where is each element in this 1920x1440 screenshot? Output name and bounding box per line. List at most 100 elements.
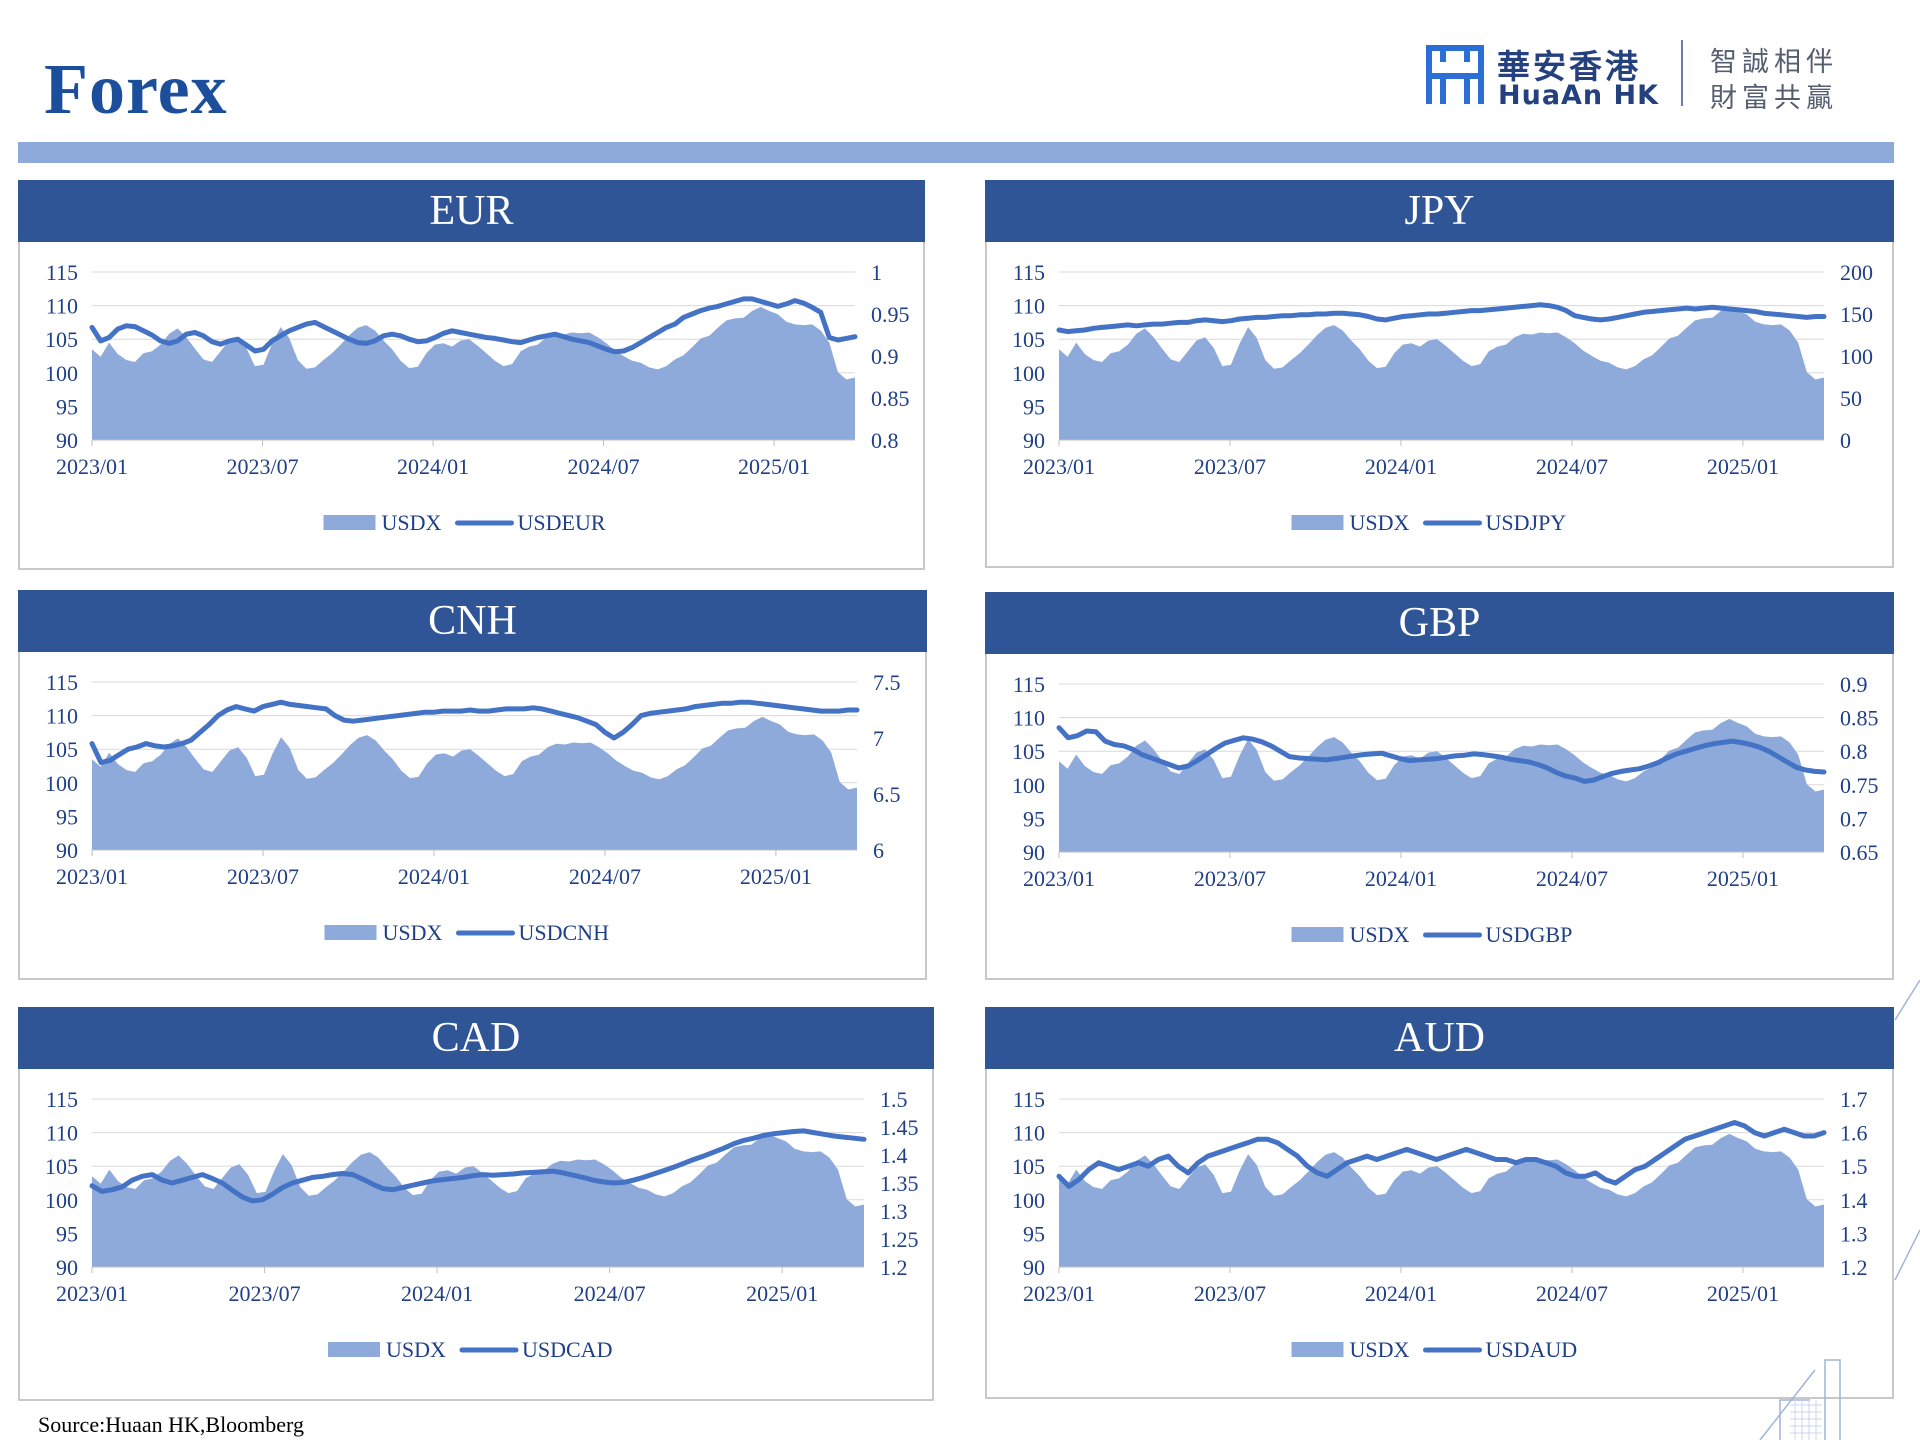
chart-panel-eur: EUR 115 110 105 100 95 90 1 0.95 0.9 0.85 0.8 2023/… [18, 180, 925, 570]
y-left-tick-label: 105 [45, 737, 78, 762]
chart-eur: 115 110 105 100 95 90 1 0.95 0.9 0.85 0.8 2023/01 20… [45, 260, 910, 535]
y-left-tick-label: 110 [46, 1121, 78, 1146]
huaan-logo-icon [1426, 45, 1484, 104]
y-right-tick-label: 1.2 [1840, 1255, 1868, 1280]
y-right-tick-label: 1.2 [880, 1255, 908, 1280]
y-right-tick-label: 0.8 [1840, 739, 1868, 764]
y-left-tick-label: 105 [1012, 327, 1045, 352]
series-line-usdcad [89, 1128, 867, 1204]
page-title: Forex [44, 49, 228, 129]
chart-panel-gbp: GBP 115 110 105 100 95 90 0.9 0.85 0.8 0.75 0.7 0.6… [985, 592, 1894, 980]
y-left-tick-label: 110 [1013, 1121, 1045, 1146]
legend-swatch-area [1291, 927, 1344, 942]
y-left-tick-label: 95 [56, 804, 78, 829]
series-area-usdx [92, 306, 855, 440]
y-right-tick-label: 1.5 [880, 1087, 908, 1112]
y-left-tick-label: 90 [1023, 428, 1045, 453]
y-left-tick-label: 115 [46, 1087, 78, 1112]
x-tick-label: 2025/01 [738, 454, 810, 479]
y-left-tick-label: 100 [45, 771, 78, 796]
x-tick-label: 2023/07 [228, 1281, 300, 1306]
legend-swatch-area [324, 925, 377, 940]
brand-slogan-line1: 智誠相伴 [1710, 47, 1838, 78]
legend-label-line: USDGBP [1486, 922, 1573, 947]
x-tick-label: 2024/07 [1536, 866, 1608, 891]
y-left-tick-label: 110 [1013, 706, 1045, 731]
legend-label-area: USDX [386, 1337, 446, 1362]
series-area-usdx [1059, 306, 1824, 440]
series-line-usdaud [1056, 1120, 1827, 1189]
chart-header-cad: CAD [18, 1007, 934, 1069]
y-right-tick-label: 1.5 [1840, 1154, 1868, 1179]
x-tick-label: 2024/07 [1536, 1281, 1608, 1306]
series-line-usdcnh [89, 699, 860, 766]
y-left-tick-label: 90 [56, 1255, 78, 1280]
y-right-tick-label: 0.8 [871, 428, 899, 453]
y-left-tick-label: 115 [46, 670, 78, 695]
chart-jpy: 115 110 105 100 95 90 200 150 100 50 0 2023/01 2023/… [1012, 260, 1873, 535]
y-left-tick-label: 95 [56, 1221, 78, 1246]
brand-slogan-line2: 財富共贏 [1710, 83, 1838, 114]
y-left-tick-label: 115 [46, 260, 78, 285]
brand-block: 華安香港 HuaAn HK 智誠相伴 財富共贏 [1425, 38, 1845, 114]
y-right-tick-label: 1.25 [880, 1227, 919, 1252]
series-line-usdjpy [1056, 302, 1827, 335]
brand-name-en: HuaAn HK [1498, 80, 1660, 111]
chart-header-cnh: CNH [18, 590, 927, 652]
legend-label-area: USDX [1350, 1337, 1410, 1362]
y-right-tick-label: 0.65 [1840, 840, 1879, 865]
y-right-tick-label: 1.3 [1840, 1221, 1868, 1246]
series-area-usdx [92, 716, 857, 850]
legend-label-line: USDJPY [1486, 510, 1567, 535]
y-left-tick-label: 90 [56, 428, 78, 453]
x-tick-label: 2023/07 [1194, 1281, 1266, 1306]
chart-panel-cad: CAD 115 110 105 100 95 90 1.5 1.45 1.4 1.35 1.3 1.2… [18, 1007, 934, 1401]
series-area-usdx [1059, 718, 1824, 852]
y-right-tick-label: 0.85 [871, 386, 910, 411]
legend-swatch-area [328, 1342, 380, 1357]
y-right-tick-label: 1 [871, 260, 882, 285]
y-right-tick-label: 1.3 [880, 1199, 908, 1224]
y-right-tick-label: 0.9 [1840, 672, 1868, 697]
y-right-tick-label: 0.7 [1840, 806, 1868, 831]
x-tick-label: 2024/07 [1536, 454, 1608, 479]
y-left-tick-label: 105 [45, 1154, 78, 1179]
x-tick-label: 2023/01 [1023, 454, 1095, 479]
y-right-tick-label: 0.9 [871, 344, 899, 369]
legend-swatch-area [323, 515, 376, 530]
y-left-tick-label: 100 [1012, 1188, 1045, 1213]
y-left-tick-label: 110 [46, 704, 78, 729]
x-tick-label: 2024/01 [1365, 866, 1437, 891]
y-right-tick-label: 6.5 [873, 782, 901, 807]
series-area-usdx [92, 1133, 864, 1267]
y-left-tick-label: 105 [1012, 739, 1045, 764]
y-left-tick-label: 100 [1012, 361, 1045, 386]
chart-gbp: 115 110 105 100 95 90 0.9 0.85 0.8 0.75 0.7 0.65 202… [1012, 672, 1879, 947]
y-left-tick-label: 105 [1012, 1154, 1045, 1179]
chart-panel-jpy: JPY 115 110 105 100 95 90 200 150 100 50 0 2023/01 2… [985, 180, 1894, 568]
y-right-tick-label: 1.4 [880, 1143, 908, 1168]
y-right-tick-label: 1.35 [880, 1171, 919, 1196]
y-right-tick-label: 0 [1840, 428, 1851, 453]
y-right-tick-label: 1.4 [1840, 1188, 1868, 1213]
legend-label-area: USDX [383, 920, 443, 945]
y-right-tick-label: 6 [873, 838, 884, 863]
x-tick-label: 2023/07 [1194, 454, 1266, 479]
y-left-tick-label: 90 [1023, 840, 1045, 865]
y-right-tick-label: 200 [1840, 260, 1873, 285]
y-right-tick-label: 0.85 [1840, 706, 1879, 731]
chart-cad: 115 110 105 100 95 90 1.5 1.45 1.4 1.35 1.3 1.25 1.2… [45, 1087, 919, 1362]
x-tick-label: 2023/07 [227, 864, 299, 889]
x-tick-label: 2024/01 [398, 864, 470, 889]
x-tick-label: 2023/01 [1023, 1281, 1095, 1306]
y-left-tick-label: 95 [1023, 1221, 1045, 1246]
y-left-tick-label: 95 [1023, 806, 1045, 831]
y-left-tick-label: 105 [45, 327, 78, 352]
y-right-tick-label: 50 [1840, 386, 1862, 411]
title-rule [18, 142, 1894, 163]
y-right-tick-label: 7.5 [873, 670, 901, 695]
y-left-tick-label: 115 [1013, 1087, 1045, 1112]
chart-header-jpy: JPY [985, 180, 1894, 242]
y-right-tick-label: 1.6 [1840, 1121, 1868, 1146]
chart-cnh: 115 110 105 100 95 90 7.5 7 6.5 6 2023/01 2023/07 20… [45, 670, 901, 945]
